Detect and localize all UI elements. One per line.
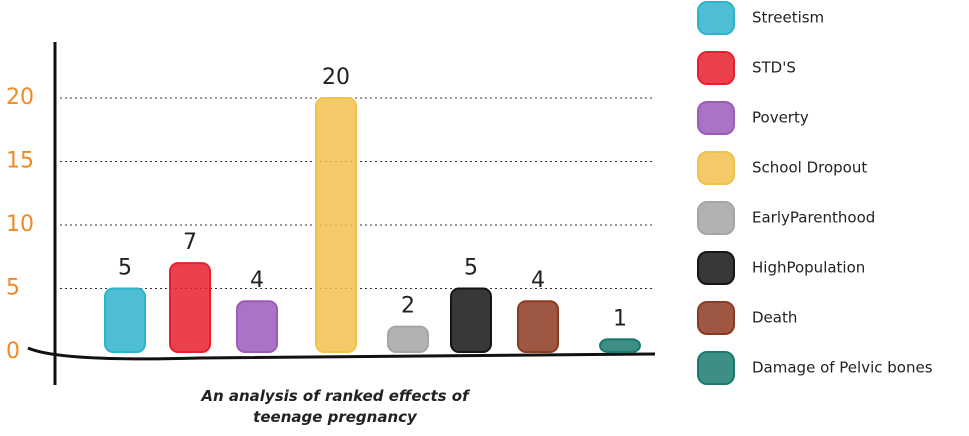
legend-swatch (697, 101, 735, 135)
legend-label: Damage of Pelvic bones (752, 359, 933, 377)
legend-label: Death (752, 309, 797, 327)
bar (315, 97, 357, 353)
legend-label: EarlyParenthood (752, 209, 875, 227)
legend-swatch (697, 301, 735, 335)
value-label: 4 (531, 268, 545, 293)
legend-label: Streetism (752, 9, 824, 27)
legend-swatch (697, 151, 735, 185)
legend-label: School Dropout (752, 159, 867, 177)
legend-label: Poverty (752, 109, 809, 127)
y-tick-label: 15 (6, 149, 34, 174)
bar (236, 300, 278, 354)
legend-swatch (697, 1, 735, 35)
value-label: 20 (322, 65, 350, 90)
bar (517, 300, 559, 354)
x-axis (27, 346, 656, 361)
bar (169, 262, 211, 354)
y-tick-label: 0 (6, 339, 20, 364)
x-axis-title: An analysis of ranked effects of teenage… (201, 387, 469, 426)
value-label: 2 (401, 294, 415, 319)
legend-swatch (697, 351, 735, 385)
legend-label: STD'S (752, 59, 796, 77)
value-label: 4 (250, 268, 264, 293)
y-tick-label: 5 (6, 276, 20, 301)
y-tick-label: 20 (6, 85, 34, 110)
legend-swatch (697, 201, 735, 235)
legend-label: HighPopulation (752, 259, 865, 277)
value-label: 5 (464, 256, 478, 281)
bar (599, 338, 641, 353)
y-tick-label: 10 (6, 212, 34, 237)
legend-swatch (697, 51, 735, 85)
bar (450, 287, 492, 353)
value-label: 5 (118, 256, 132, 281)
bar (104, 287, 146, 353)
bar (387, 325, 429, 354)
value-label: 1 (613, 306, 627, 331)
value-label: 7 (183, 230, 197, 255)
legend-swatch (697, 251, 735, 285)
